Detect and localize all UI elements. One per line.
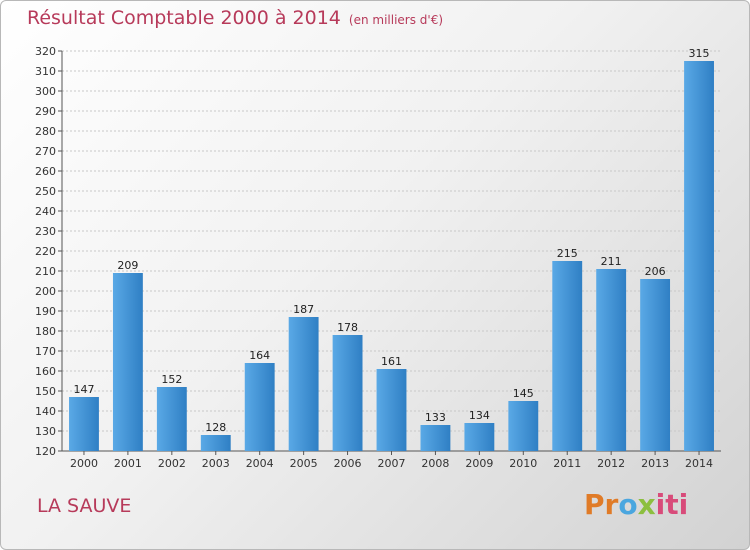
- y-tick-label: 220: [35, 245, 56, 258]
- proxiti-logo: Proxiti: [584, 488, 689, 521]
- x-tick-label: 2011: [553, 457, 581, 470]
- bar: [640, 279, 671, 451]
- x-tick-label: 2013: [641, 457, 669, 470]
- y-tick-label: 260: [35, 165, 56, 178]
- x-tick-label: 2009: [465, 457, 493, 470]
- x-tick-label: 2010: [509, 457, 537, 470]
- y-tick-label: 250: [35, 185, 56, 198]
- bar-value-label: 187: [293, 303, 314, 316]
- y-tick-label: 180: [35, 325, 56, 338]
- y-tick-label: 280: [35, 125, 56, 138]
- bar-value-label: 128: [205, 421, 226, 434]
- label-layer: 147 209 152 128 164 187 178 161 133 134 145 215 211 2…: [73, 47, 709, 434]
- y-tick-label: 120: [35, 445, 56, 458]
- bar-value-label: 164: [249, 349, 270, 362]
- bar-value-label: 134: [469, 409, 490, 422]
- bar-value-label: 315: [689, 47, 710, 60]
- x-tick-label: 2014: [685, 457, 713, 470]
- chart-title: Résultat Comptable 2000 à 2014 (en millie…: [27, 7, 443, 29]
- bar-value-label: 209: [117, 259, 138, 272]
- y-tick-label: 200: [35, 285, 56, 298]
- bar: [112, 273, 143, 451]
- x-tick-label: 2005: [290, 457, 318, 470]
- y-tick-label: 190: [35, 305, 56, 318]
- y-tick-label: 290: [35, 105, 56, 118]
- bar: [684, 61, 714, 451]
- bar: [69, 397, 99, 451]
- bar-value-label: 152: [161, 373, 182, 386]
- bar: [552, 261, 583, 451]
- y-tick-label: 170: [35, 345, 56, 358]
- axis-layer: 120 130 140 150 160 170 180 190 200 210 220 230 240 2…: [35, 45, 721, 470]
- bar: [376, 369, 407, 451]
- bar-value-label: 161: [381, 355, 402, 368]
- y-tick-label: 150: [35, 385, 56, 398]
- y-tick-label: 300: [35, 85, 56, 98]
- bar: [332, 335, 363, 451]
- y-tick-label: 140: [35, 405, 56, 418]
- x-tick-label: 2004: [246, 457, 274, 470]
- y-tick-label: 320: [35, 45, 56, 58]
- x-tick-label: 2000: [70, 457, 98, 470]
- bar-value-label: 206: [645, 265, 666, 278]
- chart-title-text: Résultat Comptable 2000 à 2014: [27, 7, 341, 29]
- bar-value-label: 178: [337, 321, 358, 334]
- bar: [596, 269, 627, 451]
- x-tick-label: 2007: [378, 457, 406, 470]
- y-tick-label: 230: [35, 225, 56, 238]
- y-tick-label: 270: [35, 145, 56, 158]
- bar-value-label: 215: [557, 247, 578, 260]
- chart-subtitle: (en milliers d'€): [348, 13, 444, 27]
- x-tick-label: 2008: [421, 457, 449, 470]
- bar: [244, 363, 275, 451]
- x-tick-label: 2003: [202, 457, 230, 470]
- y-tick-label: 160: [35, 365, 56, 378]
- bar-value-label: 133: [425, 411, 446, 424]
- bar-value-label: 211: [601, 255, 622, 268]
- y-tick-label: 210: [35, 265, 56, 278]
- bar: [508, 401, 539, 451]
- place-name: LA SAUVE: [37, 495, 132, 517]
- bar-value-label: 145: [513, 387, 534, 400]
- x-tick-label: 2006: [334, 457, 362, 470]
- bar-value-label: 147: [73, 383, 94, 396]
- y-tick-label: 240: [35, 205, 56, 218]
- y-tick-label: 130: [35, 425, 56, 438]
- bar: [200, 435, 231, 451]
- bar-layer: [69, 61, 714, 451]
- bar: [288, 317, 319, 451]
- bar: [156, 387, 187, 451]
- x-tick-label: 2012: [597, 457, 625, 470]
- x-tick-label: 2001: [114, 457, 142, 470]
- y-tick-label: 310: [35, 65, 56, 78]
- bar: [420, 425, 451, 451]
- bar: [464, 423, 495, 451]
- x-tick-label: 2002: [158, 457, 186, 470]
